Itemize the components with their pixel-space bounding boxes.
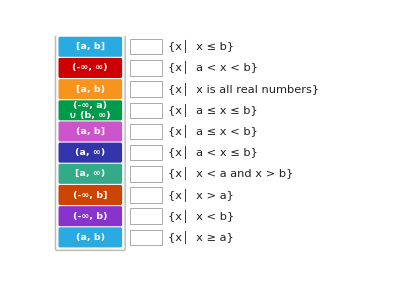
Text: {x│  x < b}: {x│ x < b}: [168, 210, 234, 223]
FancyBboxPatch shape: [58, 37, 122, 57]
FancyBboxPatch shape: [130, 81, 162, 97]
FancyBboxPatch shape: [130, 39, 162, 55]
FancyBboxPatch shape: [58, 206, 122, 226]
Text: {x│  x ≤ b}: {x│ x ≤ b}: [168, 40, 234, 53]
Text: (-∞, a)
∪ (b, ∞): (-∞, a) ∪ (b, ∞): [70, 100, 111, 120]
FancyBboxPatch shape: [130, 166, 162, 182]
FancyBboxPatch shape: [58, 122, 122, 142]
FancyBboxPatch shape: [130, 230, 162, 245]
FancyBboxPatch shape: [58, 100, 122, 120]
Text: [a, b): [a, b): [76, 85, 105, 94]
FancyBboxPatch shape: [58, 79, 122, 99]
Text: {x│  x ≥ a}: {x│ x ≥ a}: [168, 231, 234, 244]
FancyBboxPatch shape: [130, 208, 162, 224]
FancyBboxPatch shape: [58, 164, 122, 184]
FancyBboxPatch shape: [56, 34, 125, 250]
Text: {x│  x < a and x > b}: {x│ x < a and x > b}: [168, 167, 293, 180]
Text: {x│  a < x ≤ b}: {x│ a < x ≤ b}: [168, 146, 258, 159]
Text: (-∞, b]: (-∞, b]: [73, 190, 108, 200]
Text: [a, ∞): [a, ∞): [75, 169, 106, 178]
Text: {x│  a ≤ x < b}: {x│ a ≤ x < b}: [168, 125, 258, 138]
FancyBboxPatch shape: [58, 185, 122, 205]
Text: (-∞, ∞): (-∞, ∞): [72, 64, 108, 73]
FancyBboxPatch shape: [58, 142, 122, 163]
FancyBboxPatch shape: [58, 58, 122, 78]
Text: (a, b): (a, b): [76, 233, 105, 242]
Text: (a, b]: (a, b]: [76, 127, 105, 136]
FancyBboxPatch shape: [130, 187, 162, 203]
Text: (-∞, b): (-∞, b): [73, 212, 108, 221]
FancyBboxPatch shape: [58, 227, 122, 248]
Text: {x│  x is all real numbers}: {x│ x is all real numbers}: [168, 82, 319, 96]
FancyBboxPatch shape: [130, 103, 162, 118]
FancyBboxPatch shape: [130, 124, 162, 139]
FancyBboxPatch shape: [130, 60, 162, 76]
Text: {x│  x > a}: {x│ x > a}: [168, 188, 234, 202]
FancyBboxPatch shape: [130, 145, 162, 161]
Text: {x│  a < x < b}: {x│ a < x < b}: [168, 61, 258, 74]
Text: (a, ∞): (a, ∞): [75, 148, 106, 157]
Text: {x│  a ≤ x ≤ b}: {x│ a ≤ x ≤ b}: [168, 104, 258, 117]
Text: [a, b]: [a, b]: [76, 42, 105, 51]
